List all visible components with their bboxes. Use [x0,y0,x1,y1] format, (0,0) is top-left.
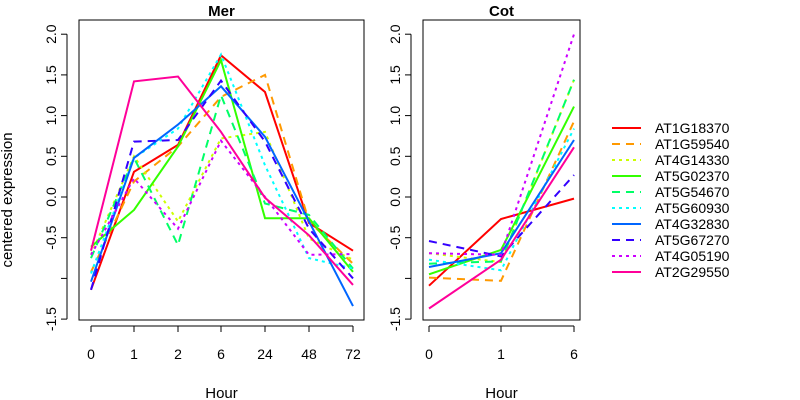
series-line-at2g29550 [428,146,575,310]
y-tick-label: 1.5 [43,65,59,85]
panel-title: Cot [489,3,514,20]
legend-label: AT4G05190 [655,248,730,264]
legend: AT1G18370AT1G59540AT4G14330AT5G02370AT5G… [612,120,730,280]
x-tick-label: 1 [497,346,505,362]
legend-label: AT4G32830 [655,216,730,232]
plot-frame [78,19,365,321]
y-tick-label: -0.5 [43,225,59,249]
series-line-at2g29550 [90,75,354,286]
x-tick-label: 6 [570,346,578,362]
series-line-at5g54670 [90,92,354,270]
panel-cot: Cot -1.5 -0.5 0.0 0.5 1.0 1.5 2.0 0 1 6 Hour [387,3,581,400]
series-line-at4g32830 [90,84,354,307]
panel-title: Mer [208,3,235,20]
x-tick-label: 24 [257,346,273,362]
y-tick-label: 0.5 [387,146,403,166]
legend-label: AT4G14330 [655,152,730,168]
series-line-at5g67270 [90,78,354,291]
y-tick-label: -0.5 [387,225,403,249]
series-line-at5g02370 [90,57,354,273]
series-line-at1g59540 [428,120,575,282]
y-tick-label: -1.5 [387,307,403,331]
y-axis-label: centered expression [0,132,16,267]
x-tick-label: 2 [174,346,182,362]
y-tick-label: 1.0 [387,106,403,126]
y-tick-label: 0.0 [387,187,403,207]
legend-label: AT5G60930 [655,200,730,216]
x-tick-label: 0 [425,346,433,362]
y-tick-label: 2.0 [387,24,403,44]
y-tick-label: 0.5 [43,146,59,166]
legend-label: AT1G18370 [655,120,730,136]
x-tick-label: 48 [301,346,317,362]
series-line-at5g54670 [428,79,575,265]
series-line-at4g32830 [428,139,575,268]
plot-frame [422,19,581,321]
x-axis-label: Hour [485,385,518,400]
series-line-at5g60930 [90,52,354,274]
legend-label: AT5G67270 [655,232,730,248]
y-tick-label: 2.0 [43,24,59,44]
series-line-at1g18370 [428,197,575,287]
legend-label: AT2G29550 [655,264,730,280]
series-line-at4g05190 [428,33,575,256]
series-line-at4g05190 [90,138,354,256]
series-line-at5g67270 [428,174,575,258]
series-line-at5g60930 [428,128,575,272]
panel-mer: Mer -1.5 -0.5 0.0 0.5 1.0 1.5 2.0 0 1 2 6 24 48 72 Hour [43,3,365,400]
x-axis-label: Hour [205,385,238,400]
series-line-at4g14330 [90,130,354,261]
x-tick-label: 72 [345,346,361,362]
legend-label: AT5G54670 [655,184,730,200]
x-tick-label: 0 [87,346,95,362]
legend-label: AT1G59540 [655,136,730,152]
y-tick-label: 1.0 [43,106,59,126]
series-line-at5g02370 [428,106,575,276]
legend-label: AT5G02370 [655,168,730,184]
series-line-at1g59540 [90,73,354,273]
x-tick-label: 6 [217,346,225,362]
x-tick-label: 1 [130,346,138,362]
y-tick-label: -1.5 [43,307,59,331]
y-tick-label: 1.5 [387,65,403,85]
y-tick-label: 0.0 [43,187,59,207]
